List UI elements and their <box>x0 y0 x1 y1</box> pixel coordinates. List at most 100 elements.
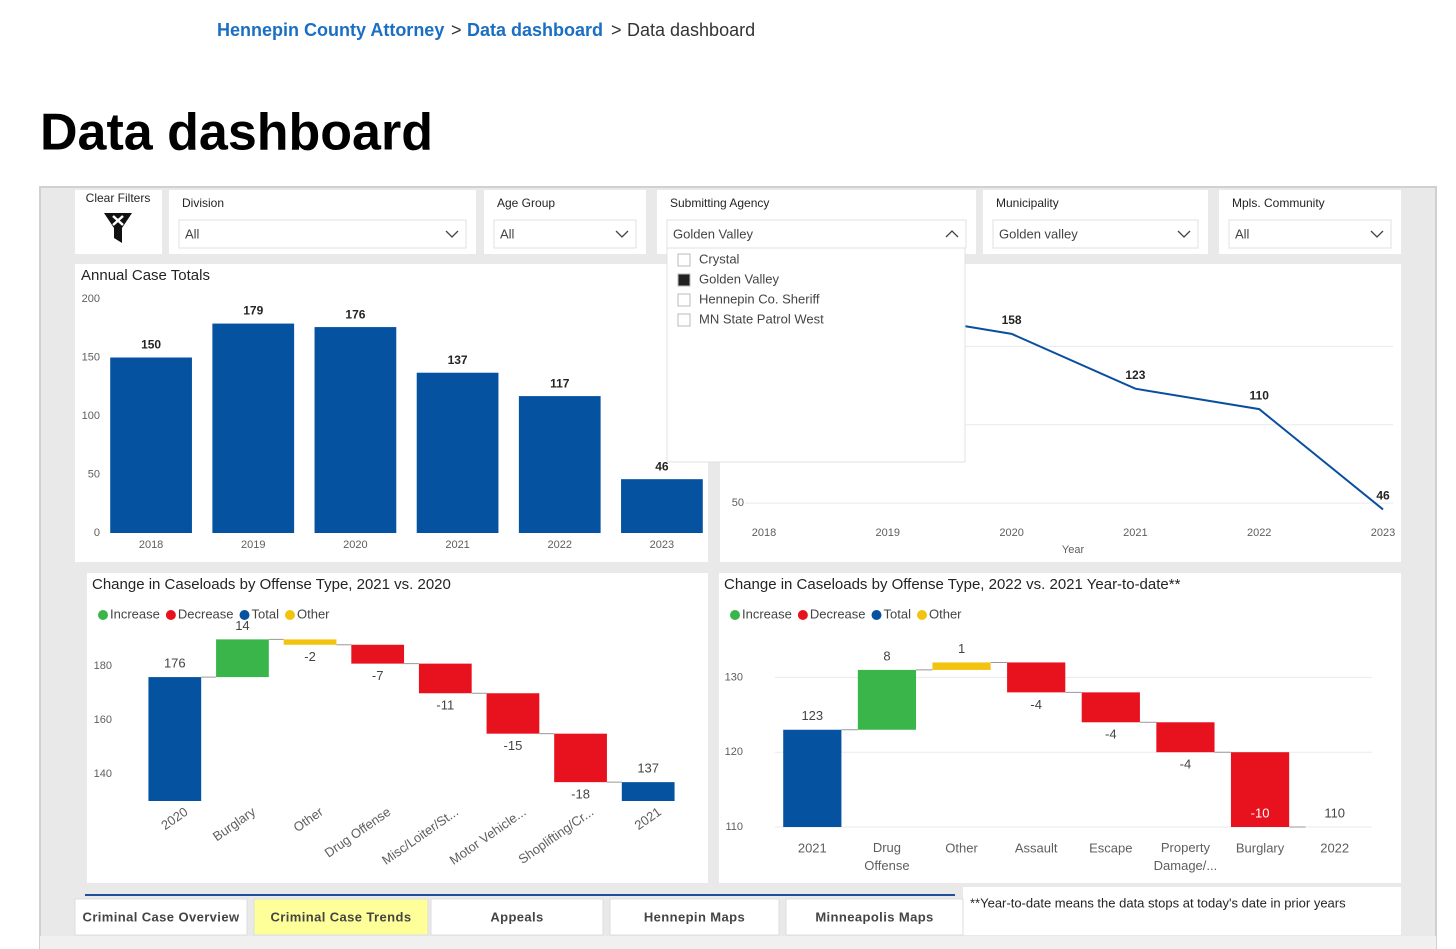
tick-label: 150 <box>82 351 100 363</box>
tick-label: 2022 <box>1320 840 1349 855</box>
bar <box>783 729 842 827</box>
tick-label: Assault <box>1015 840 1058 855</box>
data-label: 123 <box>801 708 823 723</box>
dropdown-option[interactable]: Golden Valley <box>699 271 779 286</box>
legend-label: Increase <box>742 606 792 621</box>
dropdown-list <box>666 247 966 463</box>
legend-dot <box>284 610 295 620</box>
bar <box>1007 662 1066 693</box>
dropdown-option[interactable]: Crystal <box>699 251 740 266</box>
tick-label: 2018 <box>139 539 163 551</box>
tab[interactable] <box>785 898 964 936</box>
chart-title: Change in Caseloads by Offense Type, 202… <box>724 576 1181 593</box>
chevron <box>615 230 629 238</box>
tick-label: Property Damage/... <box>1154 840 1218 873</box>
tick-label: 2018 <box>752 527 776 539</box>
data-label: 137 <box>637 761 659 776</box>
bar <box>857 669 917 730</box>
data-label: 1 <box>958 641 965 656</box>
tick-label: 120 <box>725 746 743 758</box>
data-label: -4 <box>1105 727 1117 742</box>
data-label: -4 <box>1030 697 1042 712</box>
filter-value[interactable]: All <box>500 226 515 241</box>
breadcrumb-separator: > <box>451 20 462 40</box>
clear-filters-label[interactable]: Clear Filters <box>86 191 151 205</box>
tick-label: 2021 <box>1123 527 1147 539</box>
tick-label: Burglary <box>1236 840 1285 855</box>
filter-value[interactable]: All <box>1235 226 1250 241</box>
legend-label: Decrease <box>178 606 234 621</box>
filter-dropdown[interactable] <box>493 219 637 249</box>
tab-label[interactable]: Criminal Case Overview <box>83 909 240 924</box>
checkbox[interactable] <box>677 313 691 327</box>
chevron <box>1370 230 1384 238</box>
data-label: 137 <box>448 353 468 367</box>
filter-dropdown[interactable] <box>992 219 1199 249</box>
tick-label: 2022 <box>548 539 572 551</box>
legend-label: Total <box>884 606 912 621</box>
breadcrumb-link[interactable]: Data dashboard <box>467 20 603 40</box>
tick-label: 2021 <box>445 539 469 551</box>
bar <box>283 639 337 645</box>
data-label: -10 <box>1251 805 1270 820</box>
tab[interactable] <box>430 898 604 936</box>
filter-dropdown[interactable] <box>178 219 467 249</box>
chart-title: Annual Case Totals <box>81 267 210 284</box>
tab-label[interactable]: Appeals <box>490 909 543 924</box>
bar <box>314 327 397 533</box>
legend-dot <box>165 610 176 620</box>
tick-label: 2023 <box>1371 527 1395 539</box>
tab-label[interactable]: Criminal Case Trends <box>271 909 412 924</box>
filter-dropdown[interactable] <box>666 219 967 249</box>
data-label: 14 <box>235 618 249 633</box>
bar <box>518 396 601 533</box>
filter-label: Submitting Agency <box>670 196 769 210</box>
chart-title: Change in Caseloads by Offense Type, 202… <box>92 576 451 593</box>
chart-panel <box>719 573 1401 883</box>
legend-dot <box>239 610 250 620</box>
note-box <box>963 887 1401 935</box>
bar <box>554 733 607 783</box>
filter-value[interactable]: Golden valley <box>999 226 1078 241</box>
tick-label: 100 <box>82 410 100 422</box>
bar <box>416 372 499 533</box>
data-label: 158 <box>1002 313 1022 327</box>
dropdown-option[interactable]: Hennepin Co. Sheriff <box>699 291 820 306</box>
filter-value[interactable]: All <box>185 226 200 241</box>
note: **Year-to-date means the data stops at t… <box>970 895 1346 910</box>
tick-label: Drug Offense <box>864 840 909 873</box>
checkbox[interactable] <box>677 293 691 307</box>
tab[interactable] <box>74 898 248 936</box>
tab[interactable] <box>609 898 780 936</box>
clear-filters-icon[interactable] <box>104 213 132 243</box>
dropdown-option[interactable]: MN State Patrol West <box>699 311 824 326</box>
breadcrumb-link[interactable]: Hennepin County Attorney <box>217 20 444 40</box>
tick-label: 0 <box>94 527 100 539</box>
filter-value[interactable]: Golden Valley <box>673 226 753 241</box>
legend-dot <box>871 610 882 620</box>
checkbox[interactable] <box>677 273 691 287</box>
data-label: -18 <box>571 787 590 802</box>
checkbox[interactable] <box>677 253 691 267</box>
legend-label: Other <box>297 606 330 621</box>
bar <box>351 644 405 664</box>
filter-label: Division <box>182 196 224 210</box>
data-label: 179 <box>243 304 263 318</box>
data-label: 150 <box>141 338 161 352</box>
data-label: 117 <box>550 376 570 390</box>
tab-label[interactable]: Minneapolis Maps <box>815 909 933 924</box>
tick-label: 2022 <box>1247 527 1271 539</box>
bar <box>418 663 472 694</box>
bar <box>621 782 675 801</box>
tab[interactable] <box>253 898 429 936</box>
data-label: 123 <box>1125 368 1145 382</box>
filter-label: Age Group <box>497 196 555 210</box>
legend-label: Other <box>929 606 962 621</box>
filter-dropdown[interactable] <box>1228 219 1392 249</box>
tick-label: 180 <box>94 660 112 672</box>
data-label: 176 <box>345 307 365 321</box>
tab-label[interactable]: Hennepin Maps <box>644 909 745 924</box>
tick-label: 2019 <box>241 539 265 551</box>
chevron <box>1177 230 1191 238</box>
